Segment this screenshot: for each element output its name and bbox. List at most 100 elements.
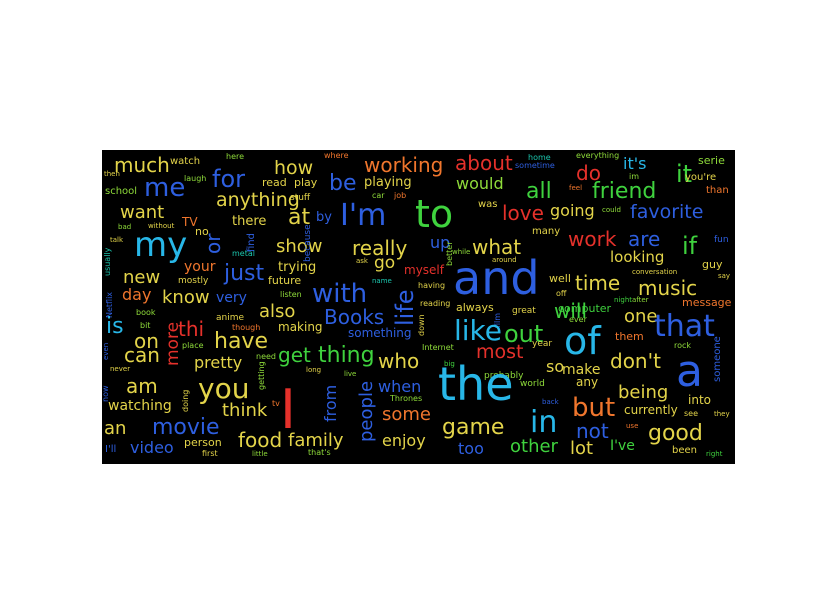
cloud-word: world xyxy=(520,379,545,389)
cloud-word: to xyxy=(415,192,453,236)
cloud-word: how xyxy=(274,157,313,179)
cloud-word: without xyxy=(148,222,175,230)
cloud-word: never xyxy=(110,365,130,373)
cloud-word: an xyxy=(104,418,126,439)
cloud-word: or xyxy=(201,233,225,254)
cloud-word: love xyxy=(502,201,544,225)
cloud-word: ever xyxy=(569,315,588,324)
cloud-word: metal xyxy=(232,249,255,258)
cloud-word: something xyxy=(348,326,412,340)
cloud-word: music xyxy=(638,276,697,300)
cloud-word: well xyxy=(549,272,571,285)
cloud-word: that xyxy=(654,309,715,344)
cloud-word: now xyxy=(102,385,110,402)
cloud-word: need xyxy=(256,352,276,361)
cloud-word: will xyxy=(554,299,587,323)
cloud-word: also xyxy=(259,301,295,322)
cloud-word: right xyxy=(706,450,723,458)
cloud-word: time xyxy=(575,271,620,295)
cloud-word: there xyxy=(232,214,266,229)
cloud-word: book xyxy=(136,308,156,317)
cloud-word: school xyxy=(105,186,137,197)
cloud-word: making xyxy=(278,320,323,334)
cloud-word: anime xyxy=(216,313,244,323)
cloud-word: little xyxy=(252,450,268,458)
cloud-word: film xyxy=(493,313,502,328)
cloud-word: don't xyxy=(610,349,661,373)
cloud-word: in xyxy=(530,405,557,440)
cloud-word: ask xyxy=(356,257,369,265)
cloud-word: going xyxy=(550,201,595,220)
cloud-word: about xyxy=(455,151,513,175)
cloud-word: with xyxy=(312,279,367,309)
cloud-word: I'm xyxy=(340,198,386,233)
cloud-word: laugh xyxy=(184,174,206,183)
cloud-word: thi xyxy=(178,317,204,341)
cloud-word: watching xyxy=(108,398,172,414)
cloud-word: from xyxy=(321,385,340,422)
cloud-word: job xyxy=(393,191,406,200)
cloud-word: rock xyxy=(674,341,691,350)
cloud-word: food xyxy=(238,428,282,452)
cloud-word: work xyxy=(568,227,617,251)
cloud-word: some xyxy=(382,404,431,425)
cloud-word: do xyxy=(576,161,601,185)
cloud-word: around xyxy=(492,256,517,264)
cloud-word: really xyxy=(352,236,407,260)
cloud-word: what xyxy=(472,235,521,259)
cloud-word: much xyxy=(114,153,170,177)
cloud-word: message xyxy=(682,296,732,309)
cloud-word: play xyxy=(294,176,318,189)
cloud-word: it's xyxy=(623,154,646,173)
cloud-word: know xyxy=(162,287,210,308)
cloud-word: Thrones xyxy=(389,394,422,403)
cloud-word: probably xyxy=(484,371,524,381)
cloud-word: of xyxy=(564,319,602,363)
cloud-word: like xyxy=(454,314,502,347)
cloud-word: see xyxy=(684,409,698,418)
cloud-word: enjoy xyxy=(382,431,426,450)
cloud-word: then xyxy=(104,170,120,178)
cloud-word: bad xyxy=(118,223,131,231)
cloud-word: doing xyxy=(181,390,190,412)
cloud-word: them xyxy=(615,330,644,343)
word-cloud-canvas: much watch here how where working about home eve… xyxy=(102,151,732,459)
cloud-word: after xyxy=(632,296,649,304)
cloud-word: myself xyxy=(404,263,445,277)
cloud-word: looking xyxy=(610,248,664,266)
cloud-word: watch xyxy=(170,156,200,167)
cloud-word: into xyxy=(688,393,711,407)
word-cloud: much watch here how where working about home eve… xyxy=(102,150,735,464)
cloud-word: make xyxy=(562,362,600,378)
cloud-word: up xyxy=(430,233,450,252)
cloud-word: read xyxy=(262,176,287,189)
cloud-word: are xyxy=(628,227,660,251)
cloud-word: off xyxy=(556,289,567,298)
cloud-word: life xyxy=(391,289,419,326)
cloud-word: because xyxy=(303,224,313,262)
cloud-word: but xyxy=(572,393,615,423)
cloud-word: have xyxy=(214,329,268,354)
cloud-word: be xyxy=(329,171,357,196)
cloud-word: other xyxy=(510,436,559,457)
cloud-word: person xyxy=(184,436,222,449)
cloud-word: favorite xyxy=(630,201,703,223)
cloud-word: day xyxy=(122,285,151,304)
cloud-word: very xyxy=(216,290,247,306)
cloud-word: getting xyxy=(257,361,266,390)
cloud-word: more xyxy=(163,322,183,366)
cloud-word: better xyxy=(445,241,454,266)
cloud-word: family xyxy=(288,430,344,451)
cloud-word: just xyxy=(223,261,265,286)
cloud-word: that's xyxy=(308,448,331,457)
cloud-word: currently xyxy=(624,403,678,417)
cloud-word: good xyxy=(648,421,703,446)
cloud-word: reading xyxy=(420,299,450,308)
cloud-word: future xyxy=(268,274,301,287)
cloud-word: trying xyxy=(278,260,316,275)
cloud-word: than xyxy=(706,185,729,196)
cloud-word: want xyxy=(120,202,164,223)
cloud-word: down xyxy=(417,314,426,336)
cloud-word: tv xyxy=(272,399,280,408)
cloud-word: video xyxy=(130,438,174,457)
